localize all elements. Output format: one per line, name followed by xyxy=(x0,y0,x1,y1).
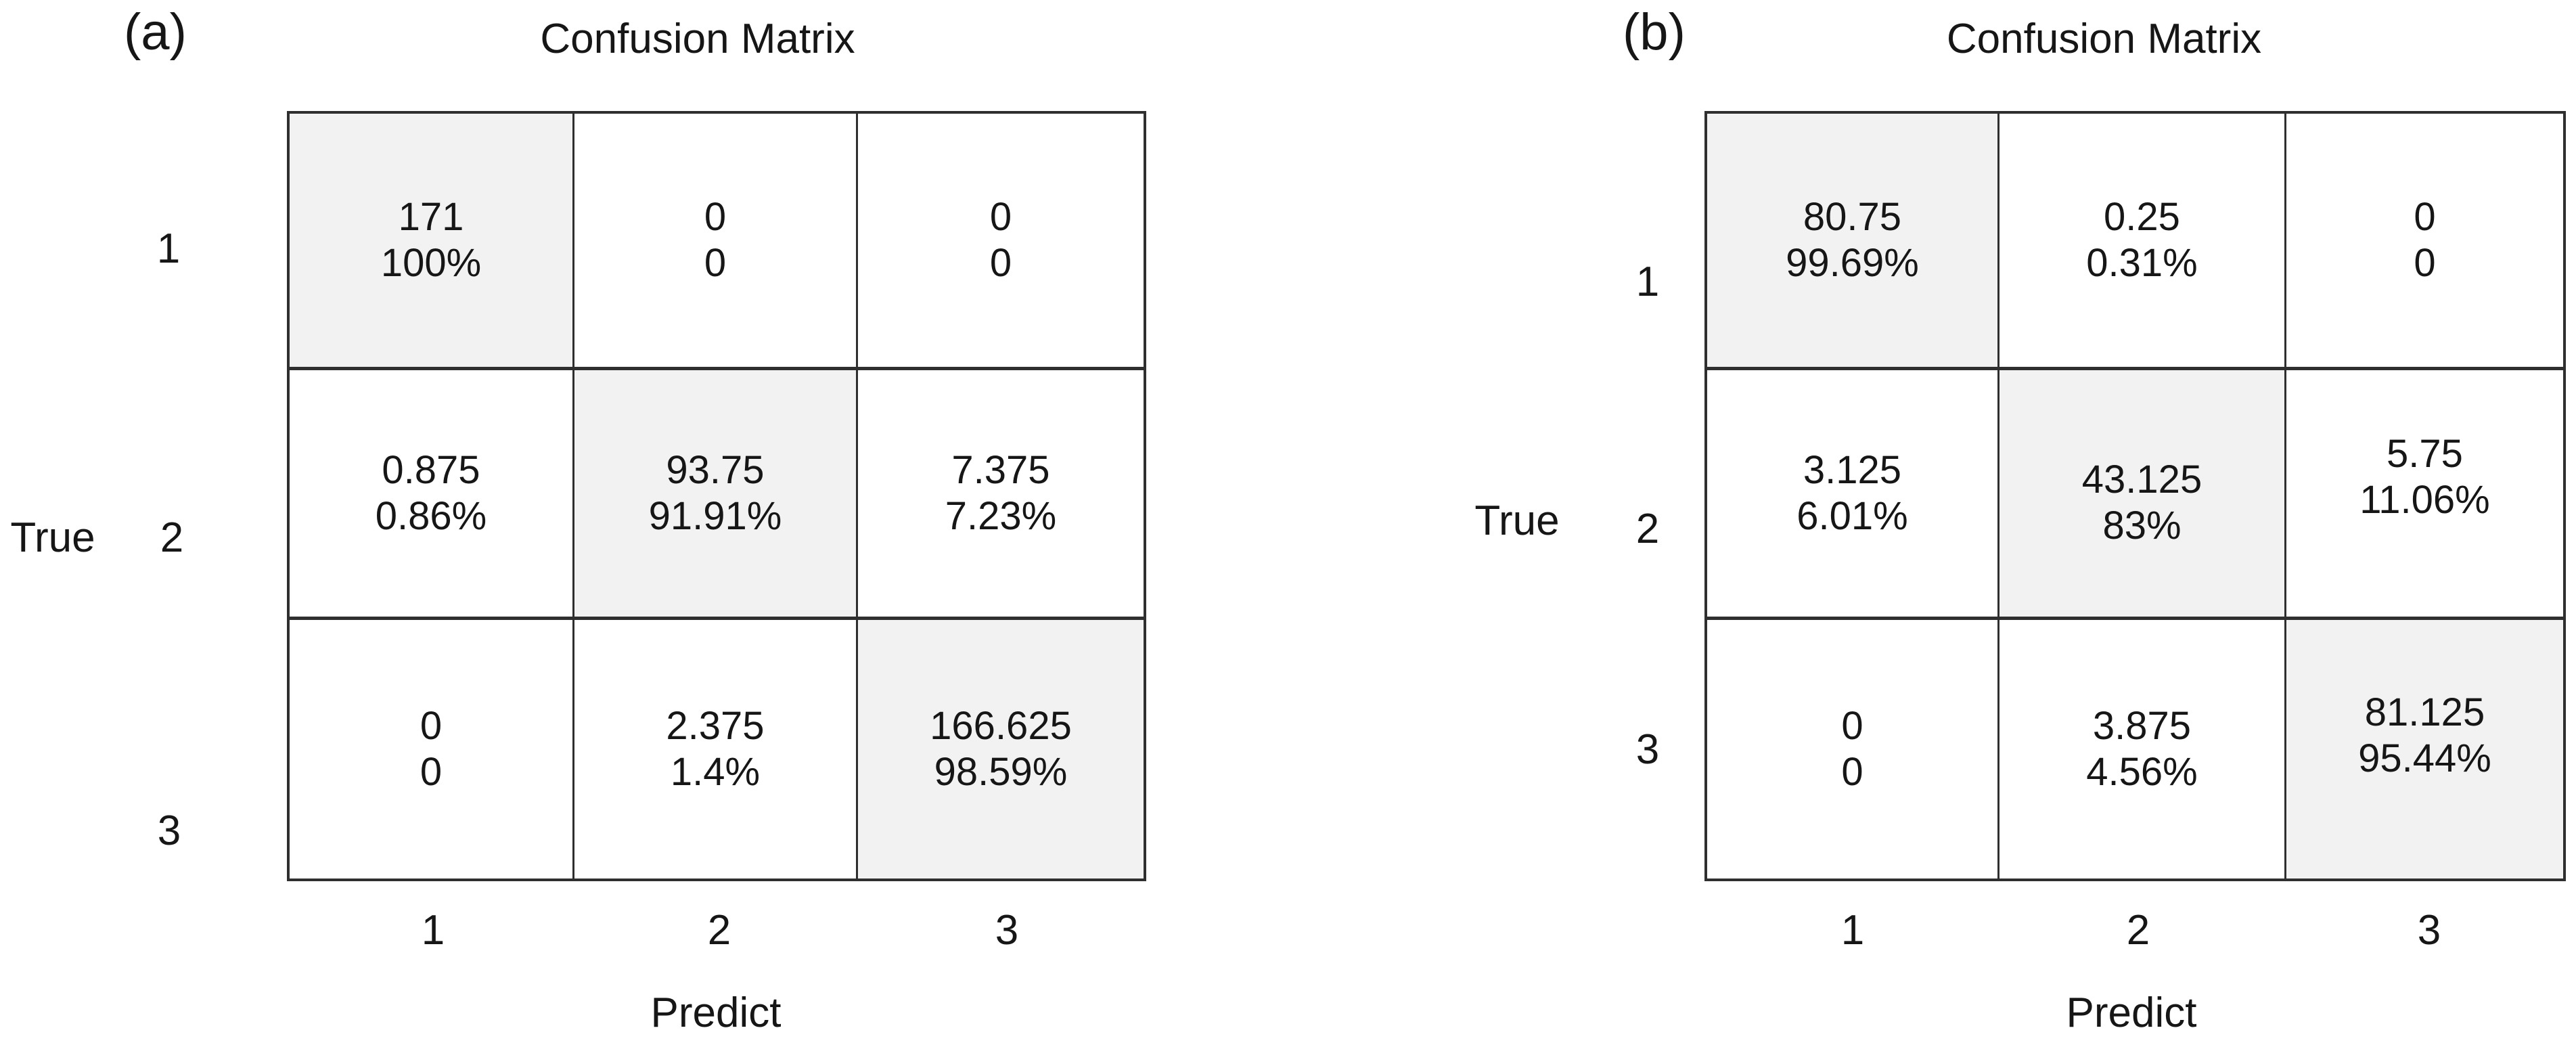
cell-percent: 100% xyxy=(380,241,482,285)
row-tick-b-1: 1 xyxy=(1635,259,1660,305)
y-axis-label-a: True xyxy=(10,514,95,561)
cell-b-r2c3: 5.75 11.06% xyxy=(2286,370,2563,620)
cell-value: 2.375 xyxy=(666,704,765,748)
x-axis-label-b: Predict xyxy=(2066,990,2197,1036)
cell-percent: 0 xyxy=(704,241,727,285)
cell-b-r1c2: 0.25 0.31% xyxy=(1999,114,2286,370)
row-tick-a-2: 2 xyxy=(160,514,184,561)
col-tick-a-2: 2 xyxy=(707,907,731,954)
cell-b-r2c1: 3.125 6.01% xyxy=(1707,370,1999,620)
col-tick-b-1: 1 xyxy=(1840,907,1865,954)
cell-percent: 95.44% xyxy=(2358,736,2491,780)
x-axis-label-a: Predict xyxy=(650,990,782,1036)
col-tick-a-3: 3 xyxy=(995,907,1019,954)
cell-percent: 7.23% xyxy=(945,494,1057,538)
cell-percent: 0 xyxy=(1841,750,1863,794)
cell-percent: 0 xyxy=(2414,241,2436,285)
row-tick-a-3: 3 xyxy=(157,807,181,854)
cell-value: 81.125 xyxy=(2364,690,2485,734)
col-tick-a-1: 1 xyxy=(421,907,445,954)
cell-b-r2c2: 43.125 83% xyxy=(1999,370,2286,620)
cell-value: 7.375 xyxy=(951,448,1050,492)
panel-b-label: (b) xyxy=(1623,3,1686,61)
row-tick-a-1: 1 xyxy=(156,225,181,272)
panel-a-title: Confusion Matrix xyxy=(540,16,855,62)
cell-value: 3.125 xyxy=(1803,448,1902,492)
cell-a-r2c2: 93.75 91.91% xyxy=(574,370,858,620)
cell-value: 0 xyxy=(420,704,443,748)
cell-value: 3.875 xyxy=(2092,704,2192,748)
cell-value: 0 xyxy=(704,195,727,239)
cell-percent: 6.01% xyxy=(1797,494,1908,538)
cell-value: 0.875 xyxy=(382,448,480,492)
cell-a-r1c1: 171 100% xyxy=(290,114,574,370)
cell-b-r3c2: 3.875 4.56% xyxy=(1999,620,2286,879)
panel-b-title: Confusion Matrix xyxy=(1946,16,2262,62)
cell-percent: 0 xyxy=(420,750,443,794)
cell-a-r3c3: 166.625 98.59% xyxy=(858,620,1144,879)
cell-value: 43.125 xyxy=(2081,458,2202,502)
cell-percent: 1.4% xyxy=(670,750,761,794)
cell-percent: 0 xyxy=(989,241,1012,285)
cell-value: 0 xyxy=(2414,195,2436,239)
cell-value: 166.625 xyxy=(930,704,1072,748)
col-tick-b-2: 2 xyxy=(2126,907,2150,954)
col-tick-b-3: 3 xyxy=(2417,907,2441,954)
cell-value: 171 xyxy=(398,195,464,239)
cell-percent: 0.31% xyxy=(2086,241,2198,285)
cell-value: 0 xyxy=(989,195,1012,239)
cell-percent: 83% xyxy=(2102,504,2182,548)
cell-percent: 0.86% xyxy=(375,494,487,538)
cell-value: 0.25 xyxy=(2104,195,2180,239)
cell-value: 80.75 xyxy=(1803,195,1902,239)
cell-value: 5.75 xyxy=(2387,432,2463,476)
cell-percent: 91.91% xyxy=(648,494,782,538)
cell-b-r3c3: 81.125 95.44% xyxy=(2286,620,2563,879)
cell-a-r3c2: 2.375 1.4% xyxy=(574,620,858,879)
y-axis-label-b: True xyxy=(1474,497,1560,544)
cell-percent: 99.69% xyxy=(1786,241,1919,285)
cell-a-r2c1: 0.875 0.86% xyxy=(290,370,574,620)
cell-value: 0 xyxy=(1841,704,1863,748)
cell-a-r2c3: 7.375 7.23% xyxy=(858,370,1144,620)
panel-a-label: (a) xyxy=(124,3,187,61)
cell-percent: 98.59% xyxy=(934,750,1068,794)
row-tick-b-2: 2 xyxy=(1635,506,1660,552)
row-tick-b-3: 3 xyxy=(1635,726,1660,773)
cell-percent: 11.06% xyxy=(2359,478,2490,522)
cell-value: 93.75 xyxy=(666,448,765,492)
cell-b-r1c1: 80.75 99.69% xyxy=(1707,114,1999,370)
cell-percent: 4.56% xyxy=(2086,750,2198,794)
